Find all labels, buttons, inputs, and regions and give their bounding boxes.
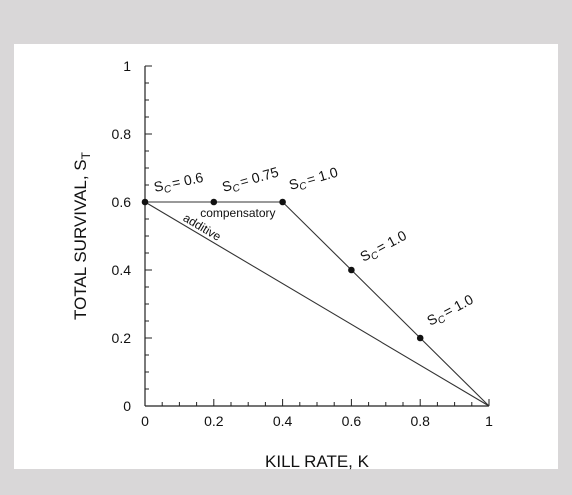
point-label: SC= 1.0: [287, 164, 341, 196]
y-axis-title-subscript: T: [79, 151, 93, 159]
point-label-value: = 0.75: [238, 163, 280, 189]
y-axis-title: TOTAL SURVIVAL, ST: [71, 151, 93, 320]
x-tick-label: 0.8: [410, 413, 430, 429]
y-tick-label: 0.8: [112, 126, 132, 142]
y-tick-label: 1: [123, 58, 131, 74]
point-label-subscript: C: [231, 182, 242, 195]
series-label-compensatory: compensatory: [200, 206, 275, 220]
x-tick-label: 0.4: [273, 413, 293, 429]
figure-panel: [14, 44, 558, 469]
x-tick-label: 0.2: [204, 413, 224, 429]
x-axis-title: KILL RATE, K: [265, 452, 370, 471]
point-label-value: = 1.0: [441, 291, 477, 320]
point-label-symbol: S: [220, 177, 233, 195]
point-label-subscript: C: [163, 184, 173, 196]
axes: 0 0.2 0.4 0.6 0.8 1 0 0.2 0.4 0.6 0.8 1 KILL RATE, K…: [71, 58, 493, 471]
x-tick-label: 1: [485, 413, 493, 429]
y-tick-label: 0.2: [112, 330, 132, 346]
x-tick-label: 0: [141, 413, 149, 429]
data-point: [279, 198, 286, 206]
point-label: SC= 1.0: [357, 227, 410, 267]
point-label-subscript: C: [298, 180, 309, 193]
point-label-value: = 1.0: [305, 164, 340, 188]
y-tick-label: 0.4: [112, 262, 132, 278]
data-point: [210, 198, 218, 206]
data-point: [141, 198, 149, 206]
y-tick-label: 0: [123, 398, 131, 414]
point-label-value: = 0.6: [170, 169, 204, 191]
y-axis-title-main: TOTAL SURVIVAL, S: [71, 159, 90, 320]
point-label-value: = 1.0: [374, 227, 410, 256]
point-label: SC= 0.6: [152, 169, 205, 198]
series-line-additive: [144, 201, 490, 407]
point-label: SC= 0.75: [220, 163, 281, 197]
data-points: [141, 198, 424, 342]
point-label-symbol: S: [287, 175, 300, 193]
data-point: [348, 266, 355, 274]
point-label: SC= 1.0: [424, 291, 477, 331]
y-tick-label: 0.6: [112, 194, 132, 210]
series-lines: [144, 201, 490, 407]
x-tick-label: 0.6: [342, 413, 362, 429]
point-label-symbol: S: [152, 177, 164, 195]
data-point: [416, 334, 424, 342]
